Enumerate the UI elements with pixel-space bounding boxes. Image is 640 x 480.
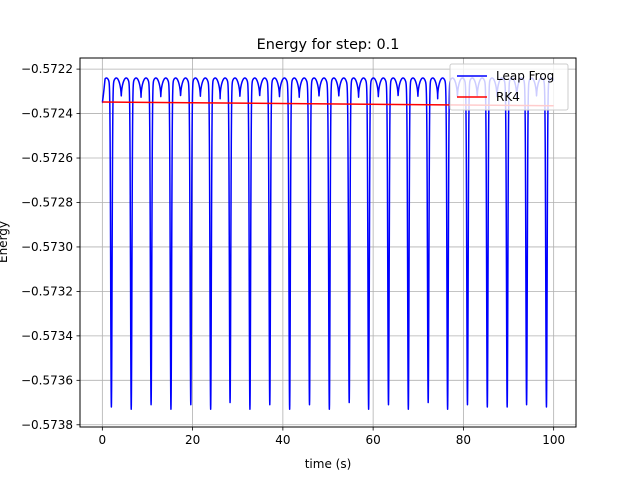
x-axis: 0 20 40 60 80 100: [99, 427, 565, 447]
y-tick-label: −0.5734: [21, 329, 73, 343]
y-tick-label: −0.5726: [21, 151, 73, 165]
legend-label-rk4: RK4: [496, 90, 520, 104]
y-tick-label: −0.5728: [21, 195, 73, 209]
y-tick-label: −0.5730: [21, 240, 73, 254]
x-tick-label: 0: [99, 433, 107, 447]
x-tick-label: 100: [542, 433, 565, 447]
y-tick-label: −0.5738: [21, 418, 73, 432]
series-line-leap-frog: [101, 77, 555, 410]
y-tick-label: −0.5736: [21, 373, 73, 387]
chart-title: Energy for step: 0.1: [257, 37, 400, 53]
grid: [80, 58, 576, 427]
x-tick-label: 20: [185, 433, 200, 447]
x-tick-label: 80: [456, 433, 471, 447]
y-tick-label: −0.5724: [21, 107, 73, 121]
y-axis: −0.5722 −0.5724 −0.5726 −0.5728 −0.5730 −0.57…: [21, 62, 80, 432]
x-axis-label: time (s): [305, 457, 352, 471]
y-tick-label: −0.5732: [21, 284, 73, 298]
y-axis-label: Energy: [0, 221, 10, 263]
x-tick-label: 60: [365, 433, 380, 447]
y-tick-label: −0.5722: [21, 62, 73, 76]
legend: Leap Frog RK4: [449, 63, 569, 111]
series-group: [101, 77, 555, 410]
plot-frame: [79, 57, 577, 428]
legend-label-leap-frog: Leap Frog: [496, 69, 554, 83]
x-tick-label: 40: [275, 433, 290, 447]
